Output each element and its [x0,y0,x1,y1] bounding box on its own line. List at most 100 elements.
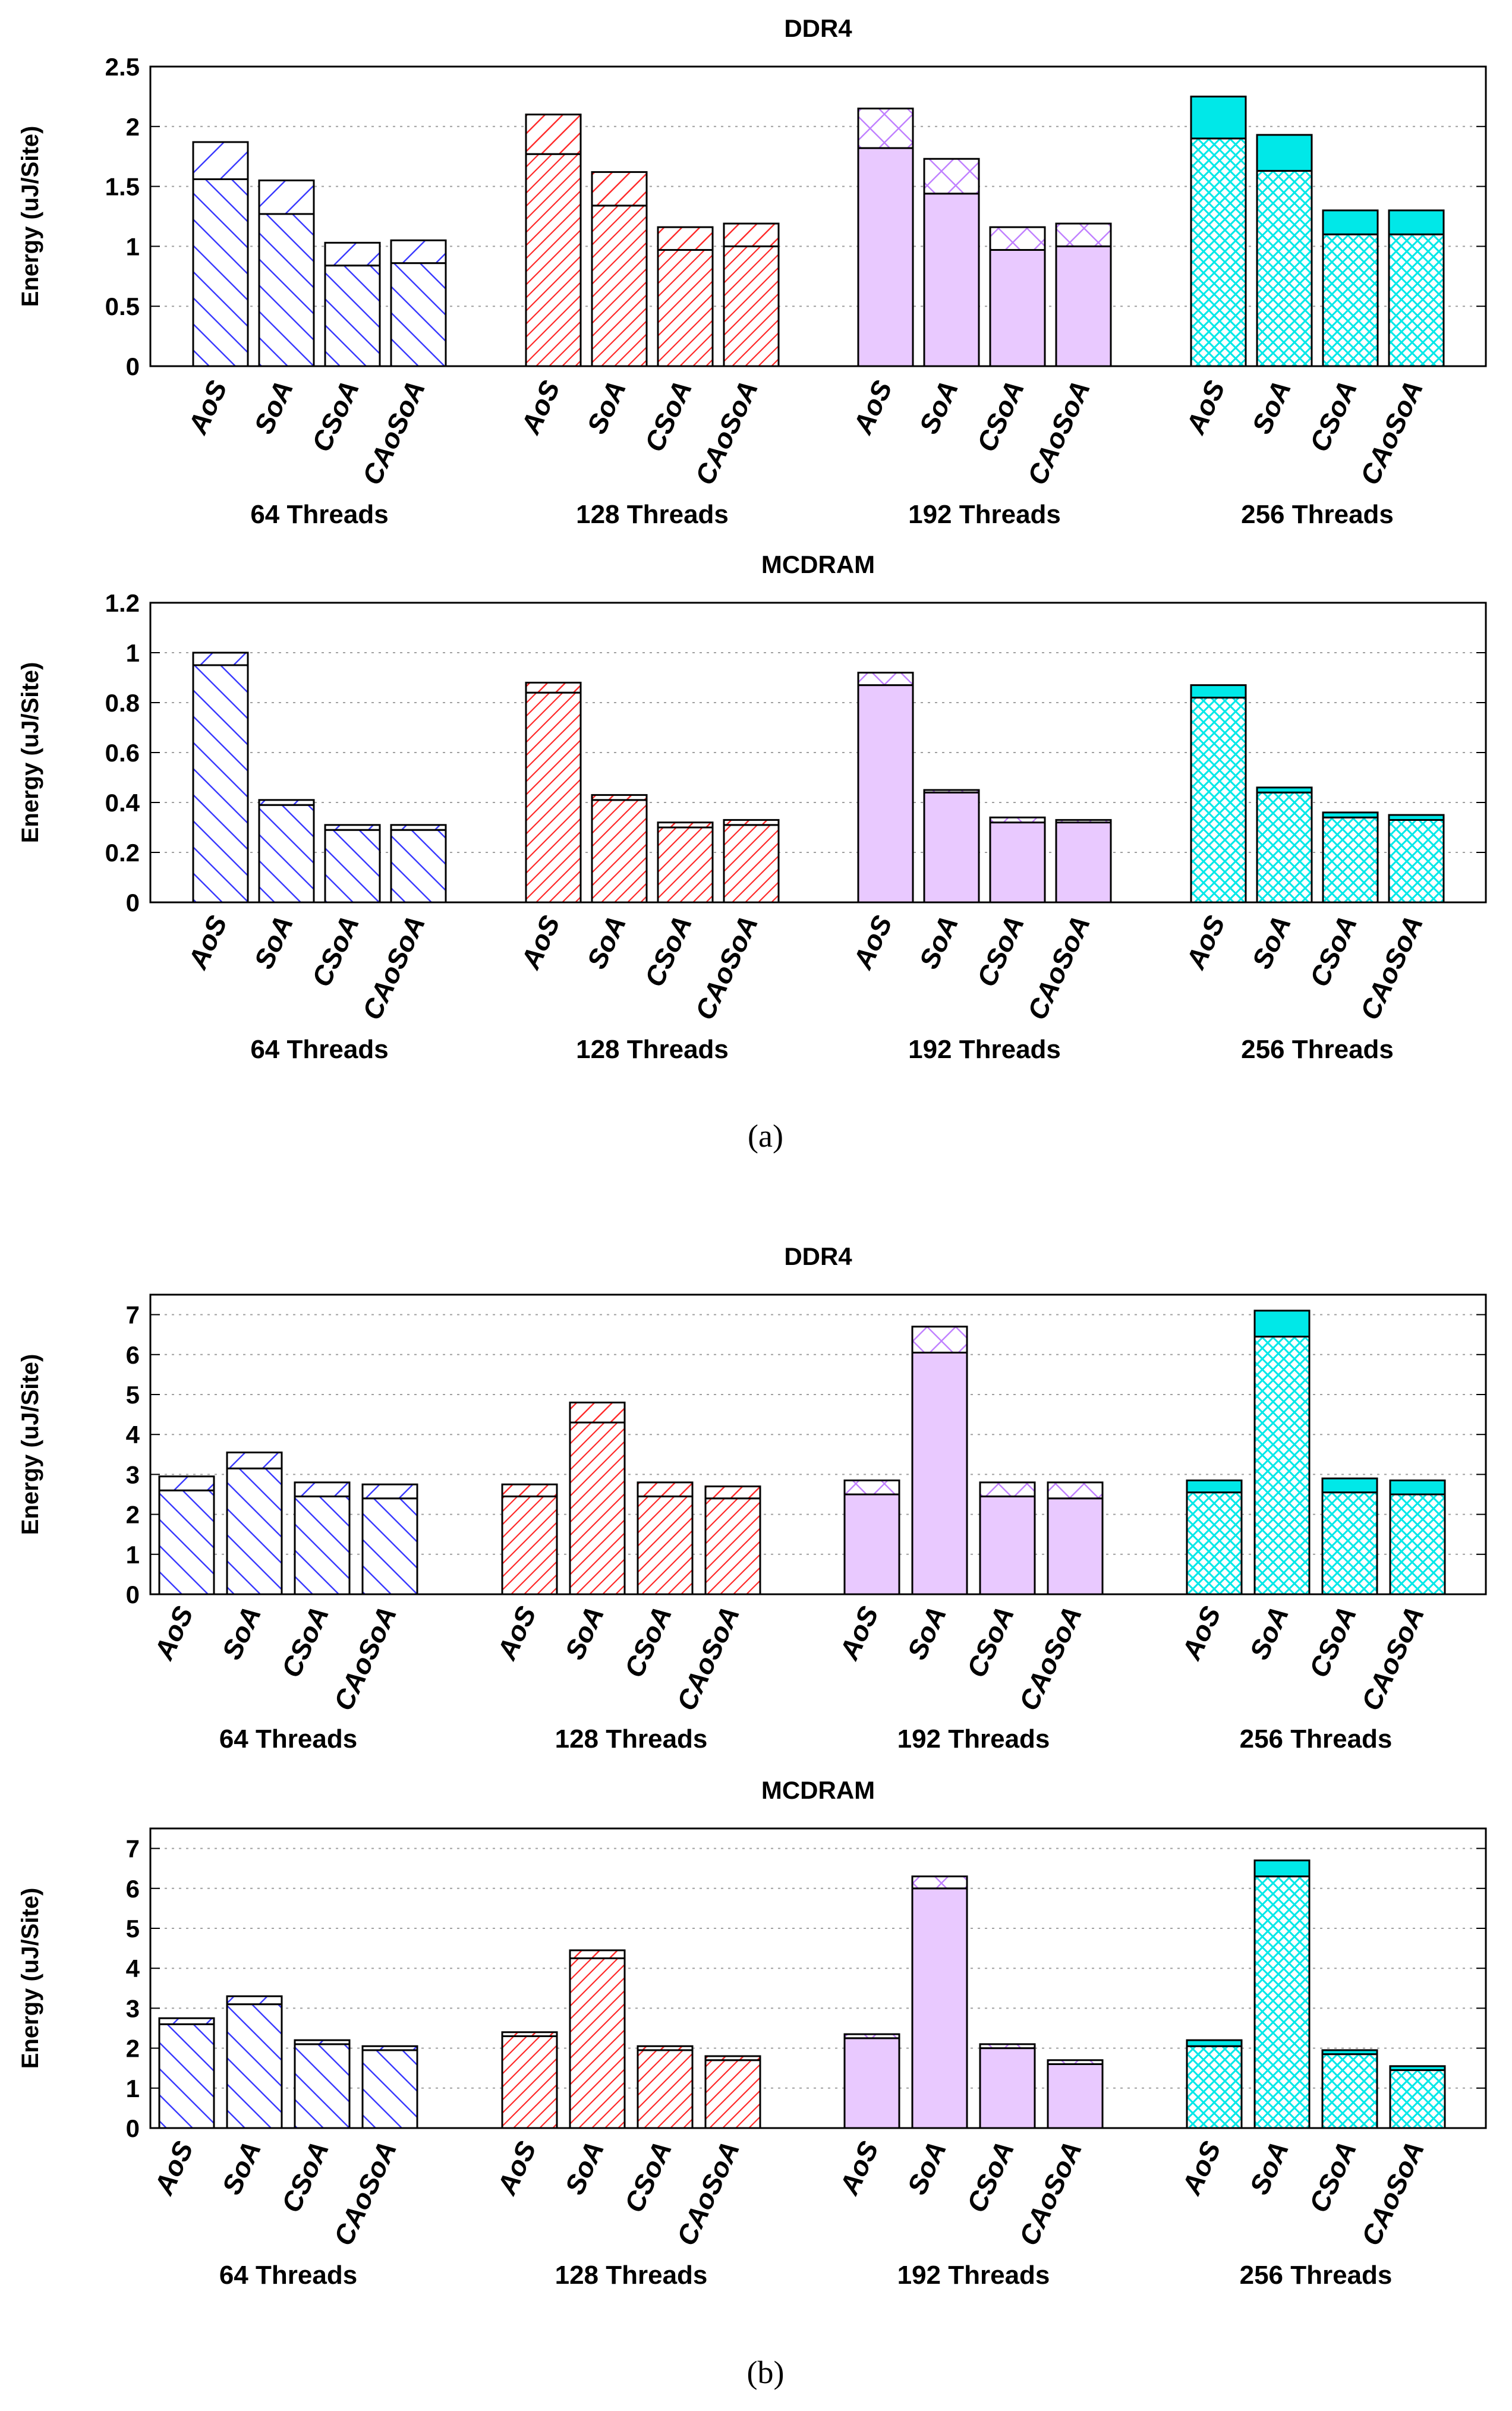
bar-upper-64-threads-soa [258,799,315,806]
bar-upper-128-threads-csoa [637,2045,694,2051]
bar-upper-256-threads-aos [1190,95,1247,140]
bar-upper-192-threads-caosoa [1047,1481,1104,1500]
bar-upper-256-threads-soa [1256,786,1313,794]
x-tick-label: AoS [847,911,899,974]
group-label: 256 Threads [1240,1724,1393,1754]
bar-lower-256-threads-csoa [1321,2053,1378,2129]
x-tick-label: SoA [1246,911,1297,973]
bar-upper-192-threads-csoa [979,2043,1036,2050]
group-label: 192 Threads [897,2261,1050,2290]
x-tick-label: CAoSoA [1013,1601,1088,1715]
bar-upper-192-threads-soa [911,1875,968,1890]
y-tick-label: 0.6 [105,739,140,767]
bar-upper-256-threads-soa [1253,1310,1311,1338]
caption-b: (b) [746,2355,785,2390]
bar-lower-256-threads-soa [1256,169,1313,367]
x-tick-label: CAoSoA [689,911,764,1024]
bar-upper-256-threads-csoa [1321,2049,1378,2056]
x-tick-label: AoS [491,1601,543,1665]
x-tick-label: CSoA [305,911,365,991]
bar-lower-128-threads-caosoa [723,824,780,904]
bar-lower-256-threads-csoa [1322,816,1379,904]
y-tick-label: 1.2 [105,589,140,617]
bar-lower-128-threads-soa [591,204,648,367]
group-label: 128 Threads [576,1035,729,1064]
bar-lower-64-threads-csoa [294,2043,351,2129]
y-tick-label: 4 [126,1954,140,1982]
bar-lower-192-threads-aos [857,147,914,367]
bar-upper-64-threads-caosoa [390,239,447,265]
bar-lower-64-threads-soa [226,2003,283,2129]
bar-upper-128-threads-caosoa [723,819,780,826]
y-tick-label: 7 [126,1835,140,1863]
bar-lower-256-threads-csoa [1322,233,1379,367]
bar-lower-256-threads-caosoa [1389,1493,1446,1595]
bar-upper-192-threads-aos [843,1479,900,1496]
bar-lower-256-threads-soa [1253,1875,1311,2129]
x-tick-label: SoA [581,911,632,973]
bar-lower-64-threads-caosoa [361,2049,418,2129]
bar-lower-192-threads-caosoa [1055,821,1112,904]
x-tick-label: AoS [182,376,234,439]
x-tick-label: SoA [913,911,964,973]
x-tick-label: CSoA [1303,2136,1362,2217]
y-tick-label: 0 [126,889,140,917]
bar-lower-256-threads-aos [1190,137,1247,367]
bar-upper-64-threads-soa [258,180,315,215]
x-tick-label: SoA [216,1601,267,1664]
bar-lower-256-threads-soa [1256,791,1313,904]
bar-lower-256-threads-csoa [1321,1491,1378,1595]
bar-lower-64-threads-csoa [324,265,381,367]
x-tick-label: AoS [847,376,899,439]
bar-lower-128-threads-aos [525,153,582,367]
y-tick-label: 3 [126,1994,140,2022]
x-tick-label: AoS [1176,2136,1227,2200]
bar-lower-192-threads-aos [843,2037,900,2129]
x-tick-label: CAoSoA [670,1601,745,1715]
x-tick-label: SoA [901,2136,952,2199]
bar-upper-128-threads-caosoa [723,222,780,247]
bar-lower-192-threads-soa [923,791,980,904]
bar-upper-192-threads-csoa [989,226,1046,251]
group-label: 64 Threads [250,1035,388,1064]
plot-frame [149,65,1487,367]
x-tick-label: AoS [491,2136,543,2200]
bar-lower-64-threads-aos [192,664,249,904]
y-tick-label: 0 [126,352,140,380]
x-tick-label: AoS [1180,376,1231,439]
bar-lower-64-threads-aos [192,178,249,367]
bar-upper-128-threads-aos [501,2031,558,2037]
y-axis-label: Energy (uJ/Site) [17,662,43,843]
x-tick-label: CAoSoA [689,376,764,489]
x-tick-label: CAoSoA [1013,2136,1088,2250]
bar-upper-64-threads-csoa [324,824,381,831]
bar-upper-192-threads-caosoa [1055,819,1112,824]
bar-upper-256-threads-caosoa [1388,814,1445,821]
bar-upper-128-threads-soa [569,1401,626,1424]
x-tick-label: CAoSoA [1355,1601,1430,1715]
bar-lower-192-threads-csoa [989,248,1046,367]
x-tick-label: SoA [1246,376,1297,438]
y-tick-label: 1 [126,232,140,260]
bar-lower-192-threads-csoa [989,821,1046,904]
x-tick-label: SoA [216,2136,267,2199]
bar-lower-256-threads-caosoa [1389,2069,1446,2129]
bar-lower-64-threads-soa [258,213,315,367]
bar-lower-64-threads-soa [258,804,315,904]
bar-upper-192-threads-soa [911,1326,968,1354]
x-tick-label: CSoA [275,2136,335,2217]
x-tick-label: CAoSoA [356,376,431,489]
x-tick-label: CSoA [305,376,365,456]
x-tick-label: SoA [1243,1601,1294,1664]
bar-upper-256-threads-caosoa [1389,2065,1446,2072]
bar-lower-192-threads-aos [857,684,914,904]
bar-lower-192-threads-csoa [979,1495,1036,1595]
bar-lower-128-threads-soa [569,1421,626,1595]
y-axis-label: Energy (uJ/Site) [17,126,43,307]
x-tick-label: CSoA [971,911,1030,991]
x-tick-label: SoA [248,376,299,438]
x-tick-label: AoS [1176,1601,1227,1665]
bar-upper-128-threads-caosoa [704,2055,761,2061]
x-tick-label: CSoA [618,2136,678,2217]
bar-lower-64-threads-caosoa [361,1497,418,1595]
